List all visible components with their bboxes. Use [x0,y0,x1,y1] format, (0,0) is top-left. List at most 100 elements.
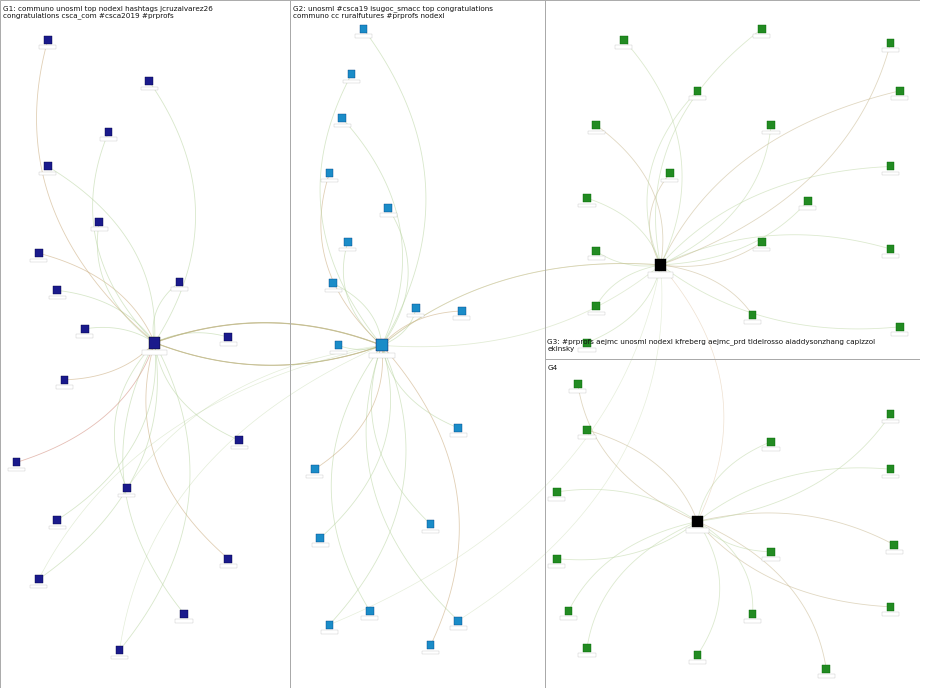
FancyBboxPatch shape [359,25,368,33]
FancyBboxPatch shape [693,516,703,527]
FancyBboxPatch shape [330,351,347,354]
FancyBboxPatch shape [321,179,338,182]
FancyBboxPatch shape [408,314,425,317]
FancyBboxPatch shape [326,621,333,629]
FancyBboxPatch shape [454,424,462,432]
FancyBboxPatch shape [104,128,112,136]
FancyBboxPatch shape [321,630,338,634]
FancyBboxPatch shape [180,610,188,618]
FancyBboxPatch shape [330,279,337,288]
FancyBboxPatch shape [145,77,153,85]
FancyBboxPatch shape [453,316,470,320]
FancyBboxPatch shape [583,338,591,347]
FancyBboxPatch shape [553,555,560,563]
FancyBboxPatch shape [648,272,674,278]
FancyBboxPatch shape [891,96,908,100]
FancyBboxPatch shape [355,34,372,38]
FancyBboxPatch shape [886,245,895,253]
FancyBboxPatch shape [76,334,93,338]
Bar [0,0,290,688]
FancyBboxPatch shape [224,333,232,341]
FancyBboxPatch shape [422,651,439,654]
FancyBboxPatch shape [579,436,596,439]
FancyBboxPatch shape [348,70,355,78]
FancyBboxPatch shape [311,465,318,473]
FancyBboxPatch shape [588,257,605,260]
FancyBboxPatch shape [369,353,394,358]
FancyBboxPatch shape [799,206,816,210]
FancyBboxPatch shape [176,619,193,623]
Bar [544,359,920,688]
FancyBboxPatch shape [883,612,899,616]
FancyBboxPatch shape [142,350,167,356]
FancyBboxPatch shape [35,575,43,583]
FancyBboxPatch shape [689,660,706,664]
FancyBboxPatch shape [583,644,591,652]
FancyBboxPatch shape [333,124,351,127]
FancyBboxPatch shape [412,304,420,312]
FancyBboxPatch shape [574,380,581,388]
FancyBboxPatch shape [890,541,898,549]
FancyBboxPatch shape [111,656,128,659]
FancyBboxPatch shape [804,197,811,205]
FancyBboxPatch shape [620,36,628,44]
FancyBboxPatch shape [30,585,48,588]
FancyBboxPatch shape [334,341,342,350]
FancyBboxPatch shape [39,45,56,49]
FancyBboxPatch shape [560,616,577,620]
FancyBboxPatch shape [823,665,830,673]
Text: G2: unosml #csca19 isugoc_smacc top congratulations
communo cc ruralfutures #prp: G2: unosml #csca19 isugoc_smacc top cong… [293,6,493,19]
FancyBboxPatch shape [886,410,895,418]
FancyBboxPatch shape [344,238,352,246]
FancyBboxPatch shape [312,544,329,547]
FancyBboxPatch shape [306,475,323,478]
FancyBboxPatch shape [744,619,761,623]
FancyBboxPatch shape [149,336,161,349]
FancyBboxPatch shape [588,131,605,134]
FancyBboxPatch shape [548,497,565,501]
FancyBboxPatch shape [886,39,895,47]
FancyBboxPatch shape [376,339,388,352]
FancyBboxPatch shape [553,488,560,496]
FancyBboxPatch shape [224,555,232,563]
FancyBboxPatch shape [694,87,701,95]
FancyBboxPatch shape [338,114,346,122]
FancyBboxPatch shape [39,172,56,175]
FancyBboxPatch shape [325,289,342,292]
FancyBboxPatch shape [427,641,434,649]
FancyBboxPatch shape [12,458,21,466]
FancyBboxPatch shape [361,616,378,620]
FancyBboxPatch shape [753,34,770,38]
FancyBboxPatch shape [343,80,360,83]
FancyBboxPatch shape [886,603,895,611]
FancyBboxPatch shape [449,626,466,630]
FancyBboxPatch shape [339,248,356,251]
FancyBboxPatch shape [91,227,108,230]
Text: G3: #prprofs aejmc unosml nodexl kfreberg aejmc_prd tldelrosso aiaddysonzhang ca: G3: #prprofs aejmc unosml nodexl kfreber… [547,338,876,352]
FancyBboxPatch shape [231,446,248,449]
FancyBboxPatch shape [48,296,66,299]
FancyBboxPatch shape [422,530,439,533]
FancyBboxPatch shape [56,385,73,389]
Text: G4: G4 [547,365,558,371]
FancyBboxPatch shape [53,516,61,524]
FancyBboxPatch shape [35,249,43,257]
FancyBboxPatch shape [569,389,586,393]
FancyBboxPatch shape [366,607,373,615]
FancyBboxPatch shape [44,162,51,171]
FancyBboxPatch shape [119,494,136,497]
FancyBboxPatch shape [564,607,573,615]
FancyBboxPatch shape [886,465,895,473]
FancyBboxPatch shape [749,610,756,618]
FancyBboxPatch shape [768,548,775,556]
FancyBboxPatch shape [96,217,104,226]
Bar [290,0,544,688]
FancyBboxPatch shape [666,169,674,178]
FancyBboxPatch shape [592,121,600,129]
FancyBboxPatch shape [385,204,392,212]
FancyBboxPatch shape [689,96,706,100]
FancyBboxPatch shape [171,288,188,291]
FancyBboxPatch shape [592,302,600,310]
FancyBboxPatch shape [583,194,591,202]
FancyBboxPatch shape [768,121,775,129]
